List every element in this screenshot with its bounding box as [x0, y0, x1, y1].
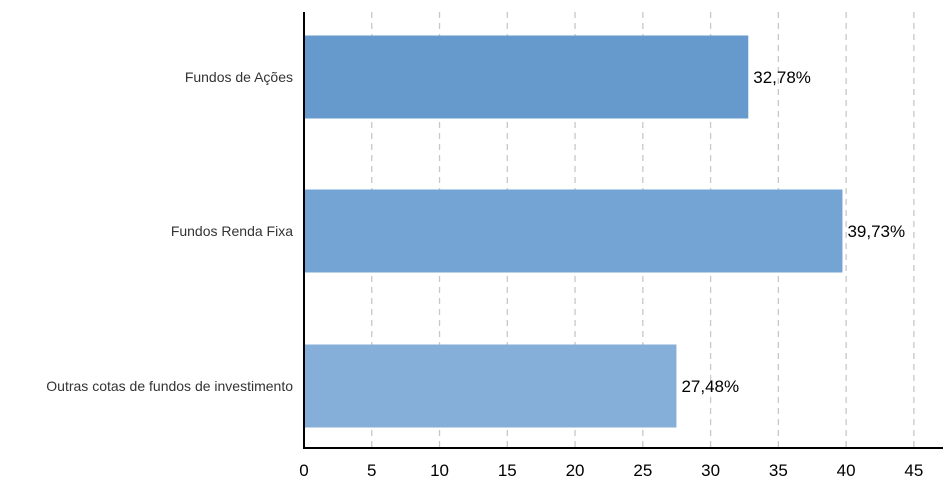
- x-tick-label-10: 10: [430, 461, 449, 478]
- axes: [303, 12, 943, 449]
- category-label-outras-cotas-de-fundos-de-investimento: Outras cotas de fundos de investimento: [46, 378, 293, 394]
- x-tick-label-40: 40: [837, 461, 856, 478]
- bars: [304, 35, 843, 428]
- data-label-fundos-renda-fixa: 39,73%: [847, 222, 905, 241]
- data-label-fundos-de-acoes: 32,78%: [753, 68, 811, 87]
- data-label-outras-cotas-de-fundos-de-investimento: 27,48%: [681, 377, 739, 396]
- x-tick-label-5: 5: [367, 461, 376, 478]
- x-tick-label-0: 0: [299, 461, 308, 478]
- x-tick-label-15: 15: [498, 461, 517, 478]
- x-tick-label-30: 30: [701, 461, 720, 478]
- x-tick-label-20: 20: [566, 461, 585, 478]
- category-label-fundos-renda-fixa: Fundos Renda Fixa: [171, 223, 293, 239]
- bar-fundos-de-acoes: [304, 35, 749, 119]
- x-tick-label-45: 45: [904, 461, 923, 478]
- labels: 32,78% Fundos de Ações 39,73% Fundos Renda …: [46, 68, 923, 480]
- bar-outras-cotas-de-fundos-de-investimento: [304, 344, 677, 428]
- bar-fundos-renda-fixa: [304, 189, 843, 273]
- category-label-fundos-de-acoes: Fundos de Ações: [185, 69, 293, 85]
- x-tick-label-35: 35: [769, 461, 788, 478]
- x-tick-label-25: 25: [633, 461, 652, 478]
